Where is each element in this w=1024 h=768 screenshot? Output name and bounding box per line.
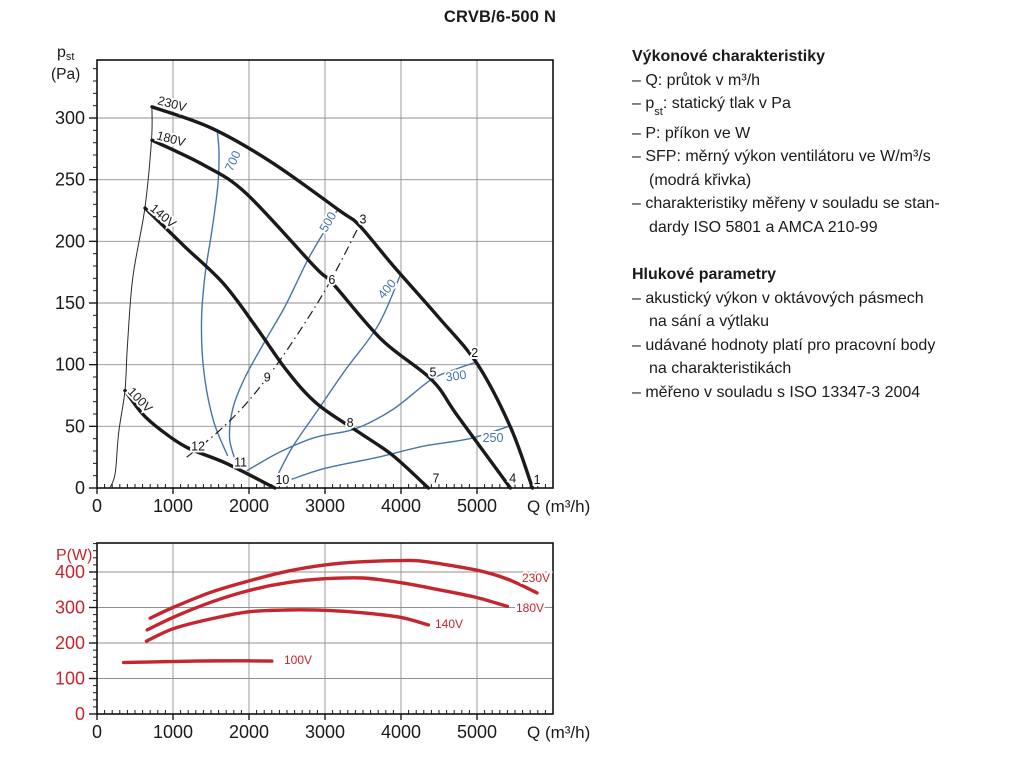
y-tick-label: 200 <box>55 231 85 251</box>
power-curve-140V <box>144 608 431 643</box>
page-title: CRVB/6-500 N <box>443 8 557 26</box>
x-tick-label: 0 <box>92 496 102 516</box>
list-item: – akustický výkon v oktávových pásmech <box>632 289 924 307</box>
operating-point-10: 10 <box>275 473 289 487</box>
operating-point-6: 6 <box>328 273 335 287</box>
sfp-curve-700 <box>200 129 229 457</box>
x-tick-label: 4000 <box>381 496 421 516</box>
list-item: – Q: průtok v m³/h <box>632 71 761 89</box>
x-tick-label: 3000 <box>305 722 345 742</box>
y-tick-label: 400 <box>55 562 85 582</box>
x-axis-title-flow-top: Q (m³/h) <box>527 497 590 516</box>
y-tick-label: 0 <box>75 478 85 498</box>
y-axis-title-pa-unit: (Pa) <box>51 66 80 83</box>
plot-border <box>96 59 554 489</box>
fan-curve-label-180V: 180V <box>155 128 187 149</box>
operating-point-11: 11 <box>234 456 247 470</box>
list-item-continuation: na sání a výtlaku <box>649 313 770 331</box>
power-chart-plot: 0 1000 2000 3000 4000 5000 0 100 200 300 400 230V 18… <box>55 542 554 742</box>
x-tick-label: 5000 <box>457 496 497 516</box>
sfp-curve-300 <box>246 361 477 472</box>
power-curve-100V <box>121 659 274 665</box>
list-item-continuation: (modrá křivka) <box>649 171 752 189</box>
sfp-curve-label-300: 300 <box>445 368 468 385</box>
noise-section-heading: Hlukové parametry <box>632 266 777 284</box>
sfp-curve-label-250: 250 <box>483 431 504 445</box>
power-curve-label-230V: 230V <box>522 571 550 585</box>
operating-point-8: 8 <box>347 416 354 430</box>
operating-point-3: 3 <box>360 213 367 227</box>
x-tick-label: 4000 <box>381 722 421 742</box>
y-tick-label: 200 <box>55 633 85 653</box>
list-item: – udávané hodnoty platí pro pracovní bod… <box>632 336 936 354</box>
stall-line <box>109 105 153 489</box>
list-item: – měřeno v souladu s ISO 13347-3 2004 <box>632 383 921 401</box>
x-tick-label: 2000 <box>229 496 269 516</box>
x-tick-label: 2000 <box>229 722 269 742</box>
operating-point-9: 9 <box>264 371 271 385</box>
power-flow-chart: P(W) 0 1000 2000 3000 4000 5000 0 100 200 300 400 2… <box>55 542 590 742</box>
power-curve-label-100V: 100V <box>284 653 312 667</box>
x-tick-label: 3000 <box>305 496 345 516</box>
x-tick-label: 1000 <box>153 496 193 516</box>
sfp-curve-250 <box>291 425 510 481</box>
x-tick-label: 1000 <box>153 722 193 742</box>
operating-point-5: 5 <box>429 366 436 380</box>
y-tick-label: 50 <box>65 416 85 436</box>
list-item: – SFP: měrný výkon ventilátoru ve W/m³/s <box>632 148 931 166</box>
list-item: – pst: statický tlak v Pa <box>632 95 791 119</box>
y-tick-label: 100 <box>55 355 85 375</box>
x-tick-label: 0 <box>92 722 102 742</box>
operating-point-2: 2 <box>471 346 478 360</box>
y-tick-label: 300 <box>55 598 85 618</box>
power-curve-230V <box>148 558 539 620</box>
power-curve-label-180V: 180V <box>516 601 544 615</box>
pst-flow-chart: pst (Pa) 0 1000 2000 3000 4000 5000 0 50 100 150 2… <box>51 44 590 516</box>
y-tick-label: 0 <box>75 704 85 724</box>
y-axis-title-power: P(W) <box>56 547 92 564</box>
fan-curve-230V <box>150 105 535 490</box>
fan-curve-100V <box>123 388 277 490</box>
operating-point-4: 4 <box>509 472 516 486</box>
sfp-curve-400 <box>274 273 402 480</box>
power-curve-180V <box>145 576 510 632</box>
y-tick-label: 300 <box>55 108 85 128</box>
list-item-continuation: dardy ISO 5801 a AMCA 210-99 <box>649 218 878 236</box>
x-axis-title-flow-bottom: Q (m³/h) <box>527 723 590 742</box>
x-tick-label: 5000 <box>457 722 497 742</box>
power-curve-label-140V: 140V <box>435 617 463 631</box>
pst-chart-plot: 0 1000 2000 3000 4000 5000 0 50 100 150 200 250 300 7… <box>55 59 554 516</box>
sfp-curve-label-400: 400 <box>375 276 399 301</box>
info-panel: Výkonové charakteristiky – Q: průtok v m… <box>632 45 1024 404</box>
operating-point-12: 12 <box>191 440 205 454</box>
fan-curve-180V <box>150 138 513 490</box>
fan-curve-140V <box>143 206 431 490</box>
y-tick-label: 100 <box>55 669 85 689</box>
list-item: – P: příkon ve W <box>632 124 751 142</box>
system-curve-dashed <box>186 223 361 458</box>
operating-point-1: 1 <box>534 473 541 487</box>
y-axis-title-pst: pst <box>57 44 74 63</box>
y-tick-label: 150 <box>55 293 85 313</box>
operating-point-7: 7 <box>432 472 439 486</box>
list-item: – charakteristiky měřeny v souladu se st… <box>632 195 940 213</box>
sfp-curve-label-700: 700 <box>222 149 244 174</box>
plot-border <box>96 542 554 715</box>
performance-section-heading: Výkonové charakteristiky <box>632 48 825 65</box>
y-tick-label: 250 <box>55 170 85 190</box>
list-item-continuation: na charakteristikách <box>649 360 792 378</box>
